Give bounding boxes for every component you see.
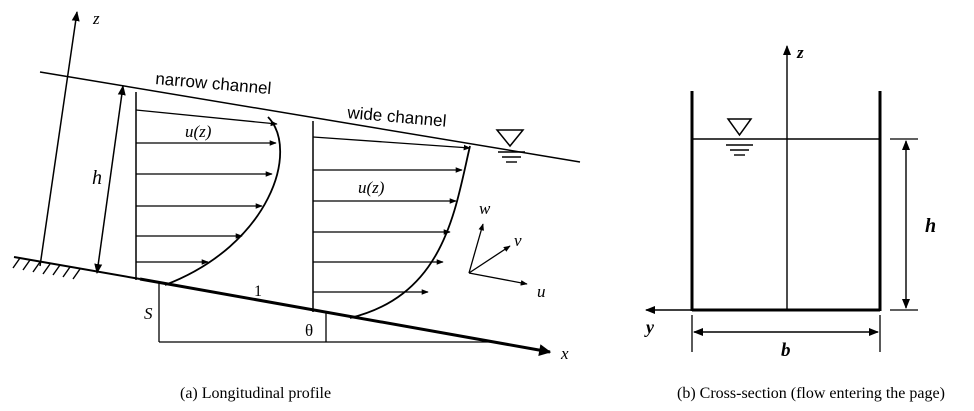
narrow-channel-profile [135, 92, 282, 286]
velocity-label-wide: u(z) [358, 178, 385, 197]
y-axis-label-b: y [644, 317, 655, 337]
run-label: 1 [254, 283, 262, 300]
v-axis-label: v [514, 231, 522, 250]
longitudinal-profile: z h narrow channel u(z) wide [12, 9, 581, 402]
slope-triangle [158, 283, 495, 343]
z-axis-label-a: z [92, 9, 100, 28]
w-axis-label: w [479, 199, 491, 218]
cross-section: y z h b (b) Cross-section (flow entering… [644, 43, 945, 402]
slope-label: S [144, 304, 153, 323]
depth-label-a: h [92, 167, 102, 189]
depth-dimension-a [94, 85, 126, 274]
angle-label: θ [305, 321, 313, 340]
water-surface-symbol-b [726, 118, 753, 156]
water-surface-line [39, 71, 581, 163]
channel-bed-main [139, 277, 552, 357]
velocity-label-narrow: u(z) [185, 122, 212, 141]
local-coordinate-axes [468, 223, 528, 286]
x-axis-label-a: x [560, 344, 569, 363]
channel-bed-line [13, 256, 141, 280]
bed-hatching [12, 257, 81, 280]
z-axis-a [39, 11, 80, 267]
water-surface-symbol-a [495, 129, 525, 163]
z-axis-label-b: z [796, 43, 804, 62]
wide-channel-profile [312, 121, 471, 319]
u-axis-label: u [537, 282, 546, 301]
depth-label-b: h [925, 215, 936, 237]
caption-b: (b) Cross-section (flow entering the pag… [677, 385, 945, 402]
caption-a: (a) Longitudinal profile [180, 385, 331, 402]
width-label-b: b [781, 340, 791, 361]
wide-channel-label: wide channel [346, 103, 448, 131]
